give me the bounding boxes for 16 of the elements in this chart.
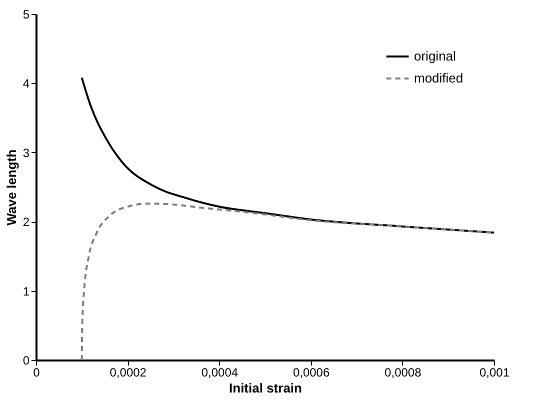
x-tick-label: 0,0008 bbox=[384, 366, 422, 380]
y-tick-label: 1 bbox=[22, 284, 30, 298]
x-axis-title: Initial strain bbox=[229, 380, 302, 396]
x-tick-label: 0,001 bbox=[479, 366, 510, 380]
y-tick-label: 2 bbox=[22, 215, 30, 230]
y-tick-label: 0 bbox=[22, 354, 30, 368]
legend-label: original bbox=[414, 48, 456, 64]
legend-label: modified bbox=[414, 70, 464, 86]
x-tick-label: 0,0004 bbox=[201, 366, 238, 380]
x-tick-label: 0 bbox=[33, 366, 40, 380]
y-tick-label: 4 bbox=[22, 76, 30, 91]
x-tick-label: 0,0002 bbox=[110, 366, 147, 380]
y-tick-label: 3 bbox=[22, 146, 30, 160]
y-tick-label: 5 bbox=[22, 8, 30, 22]
x-tick-label: 0,0006 bbox=[292, 366, 330, 380]
y-axis-title: Wave length bbox=[4, 149, 19, 226]
